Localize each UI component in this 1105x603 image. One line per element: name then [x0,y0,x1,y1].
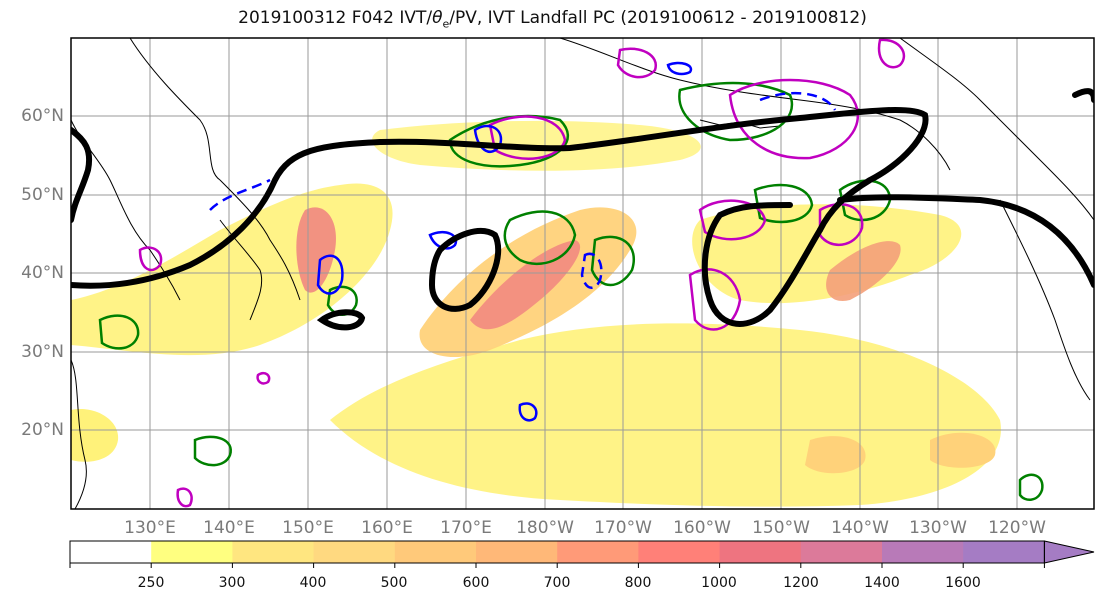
colorbar-label-400: 400 [299,575,327,591]
graticule [71,38,1094,509]
lat-label-50n: 50°N [21,185,64,205]
ivt-shading [71,120,1001,507]
colorbar-segment [151,541,233,563]
colorbar-segment [638,541,721,563]
lon-label-150w: 150°W [752,518,810,538]
lon-label-160e: 160°E [361,518,413,538]
colorbar-label-700: 700 [543,575,571,591]
figure-title: 2019100312 F042 IVT/θe/PV, IVT Landfall … [238,8,867,31]
colorbar-segment [557,541,639,563]
colorbar-segment [800,541,883,563]
colorbar-label-600: 600 [462,575,490,591]
colorbar-label-500: 500 [380,575,408,591]
lat-label-60n: 60°N [21,106,64,126]
lon-label-160w: 160°W [673,518,731,538]
pv-positive-contours [138,38,906,508]
colorbar-segment [719,541,802,563]
lon-label-150e: 150°E [282,518,334,538]
colorbar-label-1000: 1000 [701,575,737,591]
colorbar-label-1600: 1600 [945,575,981,591]
colorbar-label-1400: 1400 [864,575,900,591]
colorbar-label-800: 800 [624,575,652,591]
lon-label-130e: 130°E [124,518,176,538]
lat-label-30n: 30°N [21,342,64,362]
colorbar-label-1200: 1200 [783,575,819,591]
colorbar-segments [69,540,1095,564]
lon-label-170w: 170°W [594,518,652,538]
lon-label-140w: 140°W [831,518,889,538]
colorbar-segment [313,541,396,563]
colorbar-segment [70,541,152,563]
colorbar-segment [963,541,1045,563]
colorbar-segment [232,541,315,563]
lon-label-130w: 130°W [909,518,967,538]
lon-label-170e: 170°E [440,518,492,538]
lon-label-140e: 140°E [203,518,255,538]
colorbar-label-300: 300 [218,575,246,591]
colorbar-segment [476,541,558,563]
map-frame [70,37,1095,510]
colorbar-segment [394,541,477,563]
colorbar-segment [882,541,964,563]
colorbar-tick-marks [69,563,1045,568]
lon-label-120w: 120°W [988,518,1046,538]
lat-label-20n: 20°N [21,420,64,440]
colorbar-extension-arrow [1043,540,1095,564]
lon-label-180w: 180°W [516,518,574,538]
colorbar-label-250: 250 [137,575,165,591]
landfall-pc-contour [71,88,1094,331]
lat-label-40n: 40°N [21,263,64,283]
